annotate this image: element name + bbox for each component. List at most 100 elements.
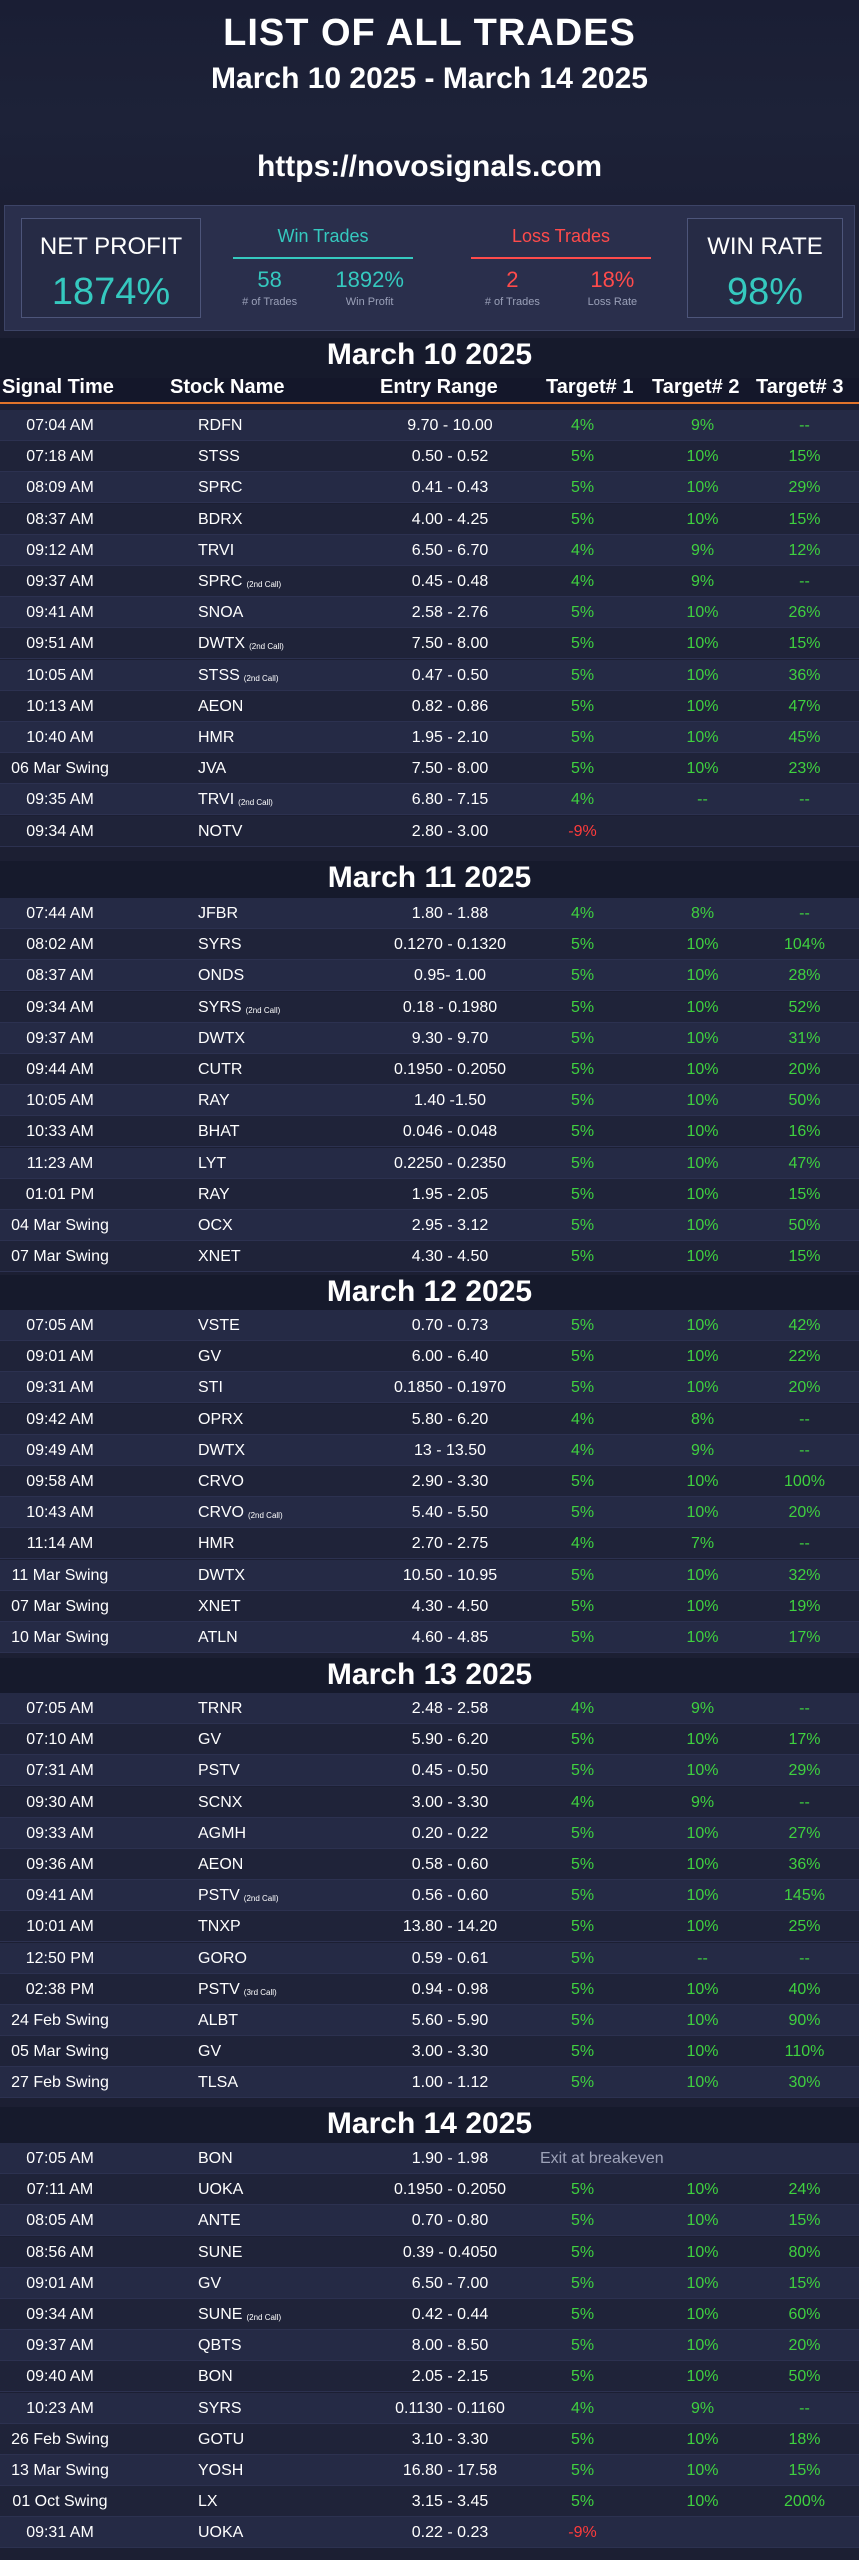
target-2: 10%	[686, 2012, 719, 2029]
entry-range: 0.1270 - 0.1320	[393, 936, 507, 953]
signal-time: 10 Mar Swing	[11, 1629, 109, 1646]
entry-range: 0.39 - 0.4050	[402, 2244, 498, 2261]
table-row: 27 Feb Swing TLSA 1.00 - 1.12 5% 10% 30%	[0, 2067, 859, 2098]
target-1: 4%	[570, 1411, 595, 1428]
day-title: March 11 2025	[0, 861, 859, 901]
table-row: 13 Mar Swing YOSH 16.80 - 17.58 5% 10% 15%	[0, 2455, 859, 2486]
table-row: 09:37 AM QBTS 8.00 - 8.50 5% 10% 20%	[0, 2330, 859, 2361]
stock-name: PSTV (3rd Call)	[198, 1981, 277, 1998]
target-1: 5%	[570, 1061, 595, 1078]
report-header: LIST OF ALL TRADES March 10 2025 - March…	[0, 0, 859, 200]
target-3: 15%	[788, 448, 821, 465]
entry-range: 4.60 - 4.85	[411, 1629, 489, 1646]
table-row: 10:43 AM CRVO (2nd Call) 5.40 - 5.50 5% 10% 20…	[0, 1497, 859, 1528]
target-3: 20%	[788, 1061, 821, 1078]
target-1: 5%	[570, 967, 595, 984]
target-2: 10%	[686, 2074, 719, 2091]
target-3: 40%	[788, 1981, 821, 1998]
entry-range: 0.94 - 0.98	[411, 1981, 489, 1998]
entry-range: 6.80 - 7.15	[411, 791, 489, 808]
target-3: 18%	[788, 2431, 821, 2448]
win-trades-label: Win Trades	[277, 226, 369, 246]
table-row: 09:51 AM DWTX (2nd Call) 7.50 - 8.00 5% 10% 15…	[0, 628, 859, 659]
column-header-1: Stock Name	[170, 376, 285, 398]
table-row: 09:40 AM BON 2.05 - 2.15 5% 10% 50%	[0, 2361, 859, 2392]
site-url[interactable]: https://novosignals.com	[256, 150, 603, 183]
target-1: 5%	[570, 1186, 595, 1203]
target-2: 10%	[686, 760, 719, 777]
day-title: March 10 2025	[0, 338, 859, 378]
target-2: 10%	[686, 479, 719, 496]
target-2: 10%	[686, 1504, 719, 1521]
win-profit-label: Win Profit	[345, 296, 394, 308]
target-1: 4%	[570, 1700, 595, 1717]
entry-range: 13 - 13.50	[413, 1442, 487, 1459]
table-row: 09:49 AM DWTX 13 - 13.50 4% 9% --	[0, 1435, 859, 1466]
signal-time: 09:33 AM	[26, 1825, 94, 1842]
stock-name: GV	[198, 1731, 222, 1748]
target-1: 5%	[570, 760, 595, 777]
target-2: 10%	[686, 1155, 719, 1172]
entry-range: 4.30 - 4.50	[411, 1248, 489, 1265]
entry-range: 0.2250 - 0.2350	[393, 1155, 507, 1172]
table-row: 08:37 AM ONDS 0.95- 1.00 5% 10% 28%	[0, 960, 859, 991]
column-header-2: Entry Range	[380, 376, 498, 398]
entry-range: 13.80 - 14.20	[402, 1918, 498, 1935]
signal-time: 09:12 AM	[26, 542, 94, 559]
signal-time: 09:36 AM	[26, 1856, 94, 1873]
table-row: 09:41 AM SNOA 2.58 - 2.76 5% 10% 26%	[0, 597, 859, 628]
stock-name: YOSH	[198, 2462, 244, 2479]
entry-range: 0.1130 - 0.1160	[395, 2400, 505, 2417]
target-3: 17%	[788, 1629, 821, 1646]
target-2: 10%	[686, 2306, 719, 2323]
table-row: 08:02 AM SYRS 0.1270 - 0.1320 5% 10% 104%	[0, 929, 859, 960]
stock-name: STSS	[198, 448, 240, 465]
signal-time: 09:42 AM	[26, 1411, 94, 1428]
table-row: 10:40 AM HMR 1.95 - 2.10 5% 10% 45%	[0, 722, 859, 753]
stock-name: ONDS	[198, 967, 245, 984]
target-1: 5%	[570, 1473, 595, 1490]
target-2: --	[697, 1950, 708, 1967]
stock-name: SPRC	[198, 479, 243, 496]
target-1: 5%	[570, 2275, 595, 2292]
target-3: 29%	[788, 1762, 821, 1779]
target-2: 10%	[686, 2337, 719, 2354]
target-1: 4%	[570, 417, 595, 434]
table-row: 06 Mar Swing JVA 7.50 - 8.00 5% 10% 23%	[0, 753, 859, 784]
table-row: 04 Mar Swing OCX 2.95 - 3.12 5% 10% 50%	[0, 1210, 859, 1241]
target-2: 9%	[690, 1700, 715, 1717]
entry-range: 4.30 - 4.50	[411, 1598, 489, 1615]
signal-time: 10:05 AM	[26, 667, 94, 684]
stock-name: SYRS (2nd Call)	[198, 999, 281, 1016]
stock-name: RAY	[198, 1092, 230, 1109]
table-row: 09:34 AM NOTV 2.80 - 3.00 -9%	[0, 816, 859, 847]
loss-rate-label: Loss Rate	[587, 296, 638, 308]
signal-time: 04 Mar Swing	[11, 1217, 109, 1234]
signal-time: 09:49 AM	[26, 1442, 94, 1459]
table-row: 09:35 AM TRVI (2nd Call) 6.80 - 7.15 4% -- --	[0, 784, 859, 815]
signal-time: 10:01 AM	[26, 1918, 94, 1935]
call-tag: (2nd Call)	[247, 1511, 283, 1520]
loss-trades-label: Loss Trades	[511, 226, 611, 246]
signal-time: 09:31 AM	[26, 2524, 94, 2541]
target-1: 4%	[570, 791, 595, 808]
entry-range: 0.56 - 0.60	[411, 1887, 489, 1904]
target-1: 5%	[570, 2212, 595, 2229]
target-3: 110%	[784, 2043, 825, 2060]
stock-name: AGMH	[198, 1825, 246, 1842]
signal-time: 27 Feb Swing	[11, 2074, 109, 2091]
target-3: 20%	[788, 1504, 821, 1521]
target-3: --	[799, 1442, 810, 1459]
target-3: 15%	[788, 511, 821, 528]
entry-range: 1.95 - 2.10	[411, 729, 489, 746]
table-row: 09:41 AM PSTV (2nd Call) 0.56 - 0.60 5% 10% 14…	[0, 1880, 859, 1911]
table-row: 05 Mar Swing GV 3.00 - 3.30 5% 10% 110%	[0, 2036, 859, 2067]
target-1: 5%	[570, 1598, 595, 1615]
stock-name: DWTX	[198, 1442, 246, 1459]
stock-name: STSS (2nd Call)	[198, 667, 279, 684]
entry-range: 3.15 - 3.45	[411, 2493, 489, 2510]
entry-range: 8.00 - 8.50	[411, 2337, 489, 2354]
target-2: 10%	[686, 1918, 719, 1935]
target-1: 5%	[570, 2181, 595, 2198]
net-profit-box: NET PROFIT 1874%	[21, 218, 201, 318]
